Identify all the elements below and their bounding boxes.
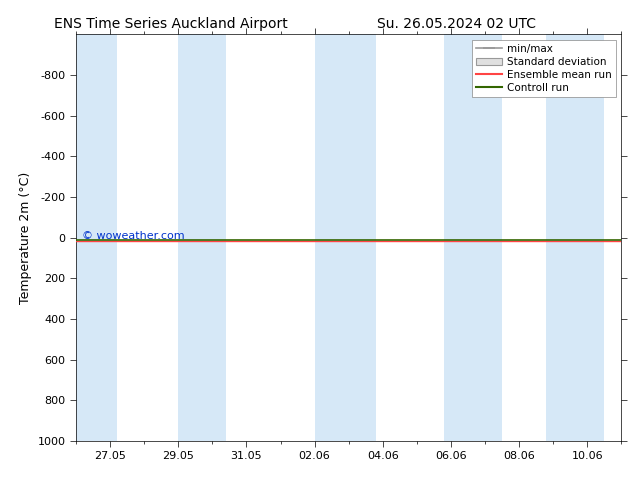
Text: © woweather.com: © woweather.com xyxy=(82,231,184,241)
Bar xyxy=(547,34,604,441)
Bar xyxy=(444,34,502,441)
Text: ENS Time Series Auckland Airport: ENS Time Series Auckland Airport xyxy=(55,17,288,31)
Legend: min/max, Standard deviation, Ensemble mean run, Controll run: min/max, Standard deviation, Ensemble me… xyxy=(472,40,616,97)
Text: Su. 26.05.2024 02 UTC: Su. 26.05.2024 02 UTC xyxy=(377,17,536,31)
Bar xyxy=(76,34,117,441)
Bar xyxy=(314,34,376,441)
Bar xyxy=(178,34,226,441)
Y-axis label: Temperature 2m (°C): Temperature 2m (°C) xyxy=(19,172,32,304)
